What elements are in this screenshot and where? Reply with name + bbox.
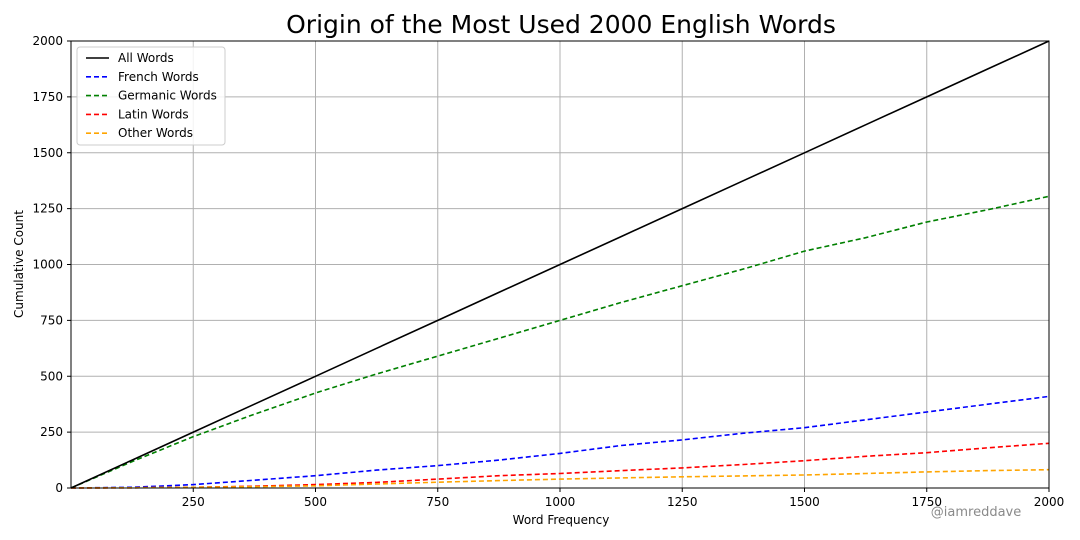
- y-tick-label: 250: [40, 425, 63, 439]
- x-tick-label: 1500: [789, 495, 820, 509]
- y-tick-label: 1000: [32, 258, 63, 272]
- x-axis-ticks: 250 500 750 1000 1250 1500 1750 2000: [182, 488, 1064, 509]
- legend-item-label: All Words: [118, 51, 174, 65]
- x-tick-label: 1750: [911, 495, 942, 509]
- x-tick-label: 1000: [545, 495, 576, 509]
- series-lines: [70, 40, 1050, 489]
- y-tick-label: 1500: [32, 146, 63, 160]
- y-axis-label: Cumulative Count: [12, 210, 26, 318]
- x-tick-label: 1250: [667, 495, 698, 509]
- legend-box: [76, 46, 226, 146]
- x-tick-label: 2000: [1034, 495, 1065, 509]
- germanic-words-line: [70, 195, 1050, 489]
- x-tick-label: 500: [304, 495, 327, 509]
- watermark: @iamreddave: [931, 505, 1021, 520]
- x-tick-label: 750: [426, 495, 449, 509]
- legend: All Words French Words Germanic Words Latin…: [76, 46, 226, 146]
- french-words-line: [70, 395, 1050, 489]
- all-words-line: [70, 40, 1050, 489]
- y-tick-label: 750: [40, 313, 63, 327]
- y-tick-label: 2000: [32, 34, 63, 48]
- y-tick-label: 1750: [32, 90, 63, 104]
- other-words-line: [70, 468, 1050, 489]
- legend-item-label: Germanic Words: [118, 89, 217, 103]
- legend-item-label: Latin Words: [118, 107, 189, 121]
- legend-item-label: Other Words: [118, 126, 193, 140]
- y-axis-ticks: 0 250 500 750 1000 1250 1500 1750 2000: [32, 34, 71, 495]
- legend-item-label: French Words: [118, 70, 199, 84]
- y-tick-label: 0: [55, 481, 63, 495]
- x-tick-label: 250: [182, 495, 205, 509]
- y-tick-label: 500: [40, 369, 63, 383]
- chart-title: Origin of the Most Used 2000 English Wor…: [286, 10, 836, 39]
- x-axis-label: Word Frequency: [513, 513, 610, 527]
- y-tick-label: 1250: [32, 202, 63, 216]
